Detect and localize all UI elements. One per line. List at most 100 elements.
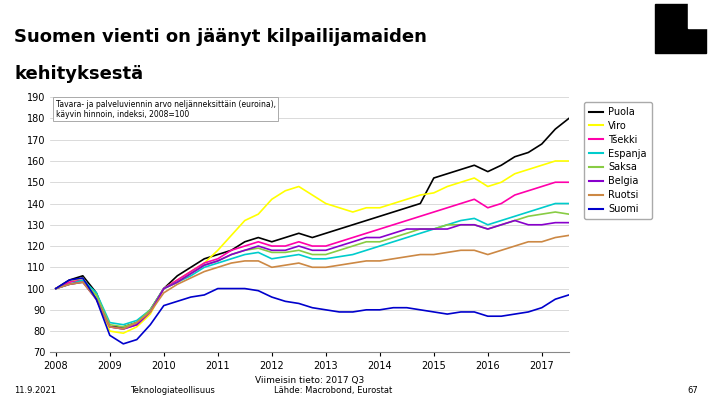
- Saksa: [376, 239, 384, 244]
- Text: kehityksestä: kehityksestä: [14, 65, 143, 83]
- Belgia: [456, 222, 465, 227]
- Ruotsi: [132, 320, 141, 325]
- Text: Lähde: Macrobond, Eurostat: Lähde: Macrobond, Eurostat: [274, 386, 392, 395]
- Ruotsi: [214, 265, 222, 270]
- Espanja: [160, 286, 168, 291]
- Saksa: [510, 218, 519, 223]
- Viro: [146, 312, 155, 317]
- Belgia: [160, 286, 168, 291]
- Puola: [214, 252, 222, 257]
- Belgia: [268, 248, 276, 253]
- Suomi: [564, 292, 573, 297]
- Text: Teknologiateollisuus: Teknologiateollisuus: [130, 386, 215, 395]
- Ruotsi: [510, 243, 519, 248]
- Saksa: [524, 214, 533, 219]
- Belgia: [308, 248, 317, 253]
- Saksa: [564, 212, 573, 217]
- Espanja: [281, 254, 289, 259]
- Ruotsi: [65, 282, 73, 287]
- Belgia: [294, 243, 303, 248]
- Saksa: [484, 226, 492, 231]
- Belgia: [227, 252, 235, 257]
- Viro: [416, 193, 425, 198]
- Tšekki: [443, 205, 451, 210]
- Saksa: [281, 250, 289, 255]
- Viro: [106, 328, 114, 333]
- Saksa: [416, 226, 425, 231]
- Puola: [200, 256, 209, 261]
- Suomi: [294, 301, 303, 306]
- Viro: [65, 280, 73, 285]
- Ruotsi: [376, 258, 384, 263]
- Ruotsi: [240, 258, 249, 263]
- Belgia: [281, 248, 289, 253]
- Ruotsi: [348, 261, 357, 266]
- Suomi: [443, 312, 451, 317]
- Espanja: [119, 322, 127, 327]
- Ruotsi: [456, 248, 465, 253]
- Belgia: [214, 258, 222, 263]
- Espanja: [240, 252, 249, 257]
- Belgia: [146, 309, 155, 314]
- Saksa: [362, 239, 371, 244]
- Espanja: [322, 256, 330, 261]
- Espanja: [254, 250, 263, 255]
- Tšekki: [227, 248, 235, 253]
- Viro: [173, 278, 181, 283]
- Suomi: [335, 309, 343, 314]
- Tšekki: [389, 222, 397, 227]
- Line: Espanja: Espanja: [56, 203, 569, 325]
- Espanja: [470, 216, 479, 221]
- Suomi: [173, 299, 181, 304]
- Ruotsi: [200, 269, 209, 274]
- Tšekki: [160, 286, 168, 291]
- Puola: [564, 116, 573, 121]
- Line: Belgia: Belgia: [56, 220, 569, 329]
- Ruotsi: [308, 265, 317, 270]
- Saksa: [146, 307, 155, 312]
- Viro: [470, 175, 479, 180]
- Line: Ruotsi: Ruotsi: [56, 235, 569, 329]
- Viro: [227, 233, 235, 238]
- Belgia: [470, 222, 479, 227]
- Viro: [214, 248, 222, 253]
- Puola: [227, 248, 235, 253]
- Suomi: [348, 309, 357, 314]
- Tšekki: [497, 201, 505, 206]
- Text: 11.9.2021: 11.9.2021: [14, 386, 56, 395]
- Ruotsi: [430, 252, 438, 257]
- Belgia: [564, 220, 573, 225]
- Espanja: [106, 320, 114, 325]
- Saksa: [430, 226, 438, 231]
- Puola: [443, 171, 451, 176]
- Espanja: [497, 218, 505, 223]
- Belgia: [106, 324, 114, 329]
- Belgia: [524, 222, 533, 227]
- Espanja: [430, 226, 438, 231]
- Viro: [484, 184, 492, 189]
- Viro: [376, 205, 384, 210]
- Espanja: [132, 318, 141, 323]
- Saksa: [389, 235, 397, 240]
- Saksa: [52, 286, 60, 291]
- Ruotsi: [470, 248, 479, 253]
- Tšekki: [348, 235, 357, 240]
- Ruotsi: [551, 235, 559, 240]
- Espanja: [376, 243, 384, 248]
- Ruotsi: [322, 265, 330, 270]
- Suomi: [470, 309, 479, 314]
- Viro: [92, 295, 101, 300]
- Puola: [308, 235, 317, 240]
- Suomi: [146, 322, 155, 327]
- Belgia: [551, 220, 559, 225]
- Belgia: [78, 280, 87, 285]
- Belgia: [389, 231, 397, 236]
- Suomi: [227, 286, 235, 291]
- Suomi: [430, 309, 438, 314]
- Belgia: [362, 235, 371, 240]
- Tšekki: [294, 239, 303, 244]
- Text: 67: 67: [688, 386, 698, 395]
- Espanja: [65, 282, 73, 287]
- Viro: [254, 212, 263, 217]
- Puola: [538, 141, 546, 146]
